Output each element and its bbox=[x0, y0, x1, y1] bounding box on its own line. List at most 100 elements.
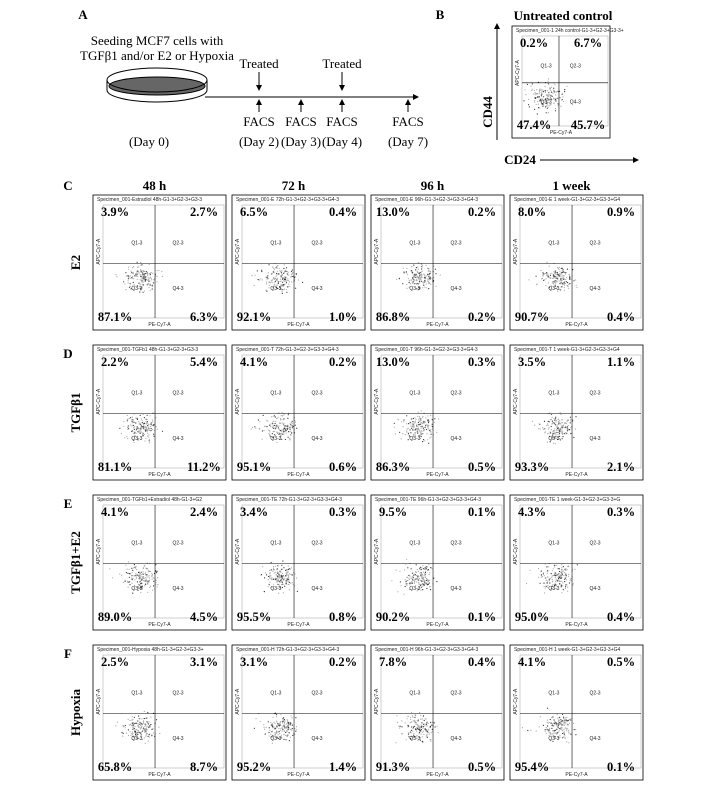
event-dot bbox=[562, 434, 563, 435]
event-dot bbox=[147, 576, 148, 577]
event-dot bbox=[435, 273, 436, 274]
event-dot bbox=[136, 723, 137, 724]
event-dot bbox=[415, 721, 416, 722]
event-dot bbox=[147, 726, 148, 727]
event-dot bbox=[282, 582, 283, 583]
event-dot bbox=[553, 430, 554, 431]
event-dot bbox=[147, 583, 148, 584]
event-dot bbox=[416, 724, 417, 725]
event-dot bbox=[565, 723, 566, 724]
event-dot bbox=[273, 722, 274, 723]
event-dot bbox=[128, 425, 129, 426]
event-dot bbox=[552, 96, 553, 97]
event-dot bbox=[425, 277, 426, 278]
event-dot bbox=[288, 275, 289, 276]
event-dot bbox=[408, 726, 409, 727]
event-dot bbox=[142, 272, 143, 273]
event-dot bbox=[156, 719, 157, 720]
event-dot bbox=[143, 423, 144, 424]
event-dot bbox=[546, 274, 547, 275]
event-dot bbox=[272, 723, 273, 724]
y-axis-label: APC-Cy7-A bbox=[374, 238, 380, 265]
event-dot bbox=[565, 737, 566, 738]
event-dot bbox=[288, 280, 289, 281]
event-dot bbox=[552, 576, 553, 577]
event-dot bbox=[125, 727, 126, 728]
event-dot bbox=[555, 577, 556, 578]
event-dot bbox=[546, 580, 547, 581]
event-dot bbox=[558, 269, 559, 270]
event-dot bbox=[533, 93, 534, 94]
event-dot bbox=[152, 728, 153, 729]
event-dot bbox=[550, 431, 551, 432]
event-dot bbox=[550, 90, 551, 91]
event-dot bbox=[547, 582, 548, 583]
event-dot bbox=[561, 419, 562, 420]
event-dot bbox=[416, 283, 417, 284]
event-dot bbox=[138, 732, 139, 733]
event-dot bbox=[276, 273, 277, 274]
event-dot bbox=[145, 743, 146, 744]
event-dot bbox=[536, 93, 537, 94]
event-dot bbox=[426, 568, 427, 569]
flow-plot: Specimen_001-T 72h-G1-3+G2-3+G3-3+G4-3Q1… bbox=[232, 345, 365, 480]
event-dot bbox=[437, 726, 438, 727]
event-dot bbox=[272, 717, 273, 718]
event-dot bbox=[418, 576, 419, 577]
event-dot bbox=[400, 581, 401, 582]
event-dot bbox=[145, 429, 146, 430]
event-dot bbox=[532, 89, 533, 90]
event-dot bbox=[425, 582, 426, 583]
event-dot bbox=[271, 724, 272, 725]
event-dot bbox=[133, 278, 134, 279]
event-dot bbox=[558, 276, 559, 277]
event-dot bbox=[553, 103, 554, 104]
quadrant-name: Q1-3 bbox=[270, 241, 281, 247]
event-dot bbox=[295, 717, 296, 718]
event-dot bbox=[420, 715, 421, 716]
event-dot bbox=[536, 731, 537, 732]
quadrant-percent: 0.2% bbox=[329, 355, 357, 369]
event-dot bbox=[543, 91, 544, 92]
event-dot bbox=[159, 733, 160, 734]
event-dot bbox=[543, 725, 544, 726]
quadrant-name: Q4-3 bbox=[570, 100, 581, 106]
event-dot bbox=[541, 571, 542, 572]
event-dot bbox=[547, 577, 548, 578]
event-dot bbox=[145, 279, 146, 280]
event-dot bbox=[561, 282, 562, 283]
event-dot bbox=[149, 725, 150, 726]
event-dot bbox=[548, 730, 549, 731]
event-dot bbox=[125, 289, 126, 290]
event-dot bbox=[432, 419, 433, 420]
event-dot bbox=[137, 575, 138, 576]
quadrant-percent: 0.9% bbox=[607, 205, 635, 219]
event-dot bbox=[286, 267, 287, 268]
y-axis-label: APC-Cy7-A bbox=[374, 388, 380, 415]
event-dot bbox=[564, 290, 565, 291]
event-dot bbox=[290, 276, 291, 277]
event-dot bbox=[420, 422, 421, 423]
event-dot bbox=[547, 566, 548, 567]
event-dot bbox=[547, 573, 548, 574]
event-dot bbox=[287, 271, 288, 272]
event-dot bbox=[289, 439, 290, 440]
event-dot bbox=[140, 265, 141, 266]
event-dot bbox=[146, 574, 147, 575]
event-dot bbox=[144, 726, 145, 727]
event-dot bbox=[137, 262, 138, 263]
event-dot bbox=[132, 578, 133, 579]
event-dot bbox=[566, 579, 567, 580]
event-dot bbox=[129, 418, 130, 419]
event-dot bbox=[557, 272, 558, 273]
event-dot bbox=[397, 722, 398, 723]
event-dot bbox=[274, 415, 275, 416]
event-dot bbox=[129, 724, 130, 725]
event-dot bbox=[399, 432, 400, 433]
quadrant-percent: 0.1% bbox=[468, 505, 496, 519]
event-dot bbox=[562, 422, 563, 423]
event-dot bbox=[538, 577, 539, 578]
event-dot bbox=[410, 432, 411, 433]
event-dot bbox=[403, 272, 404, 273]
event-dot bbox=[569, 275, 570, 276]
